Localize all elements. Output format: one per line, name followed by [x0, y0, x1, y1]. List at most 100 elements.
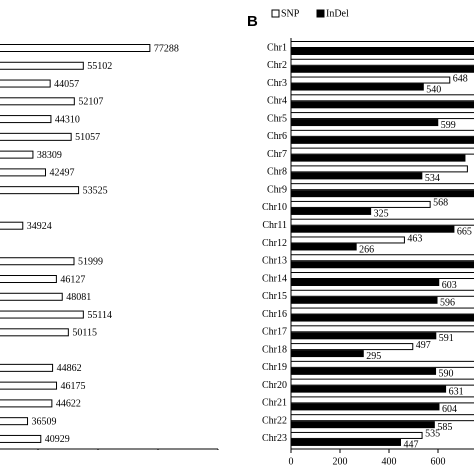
y-tick-label: Chr18	[262, 344, 287, 355]
value-label: 46127	[60, 274, 85, 285]
x-tick-label: 80000	[146, 456, 171, 467]
bar	[0, 168, 46, 177]
value-label: 447	[404, 440, 419, 451]
value-label: 325	[374, 209, 389, 220]
legend-label: SNP	[281, 8, 300, 19]
value-label: 44310	[55, 114, 80, 125]
bar	[291, 289, 474, 297]
y-tick-label: Chr11	[262, 220, 287, 231]
bar	[291, 421, 435, 429]
bar	[0, 97, 75, 106]
value-label: 631	[449, 386, 464, 397]
bar	[291, 172, 423, 180]
value-label: 534	[425, 173, 440, 184]
value-label: 55102	[87, 61, 112, 72]
value-label: 266	[359, 244, 374, 255]
value-label: 52107	[78, 97, 103, 108]
x-tick-label: 600	[431, 456, 446, 467]
y-tick-label: Chr22	[262, 415, 287, 426]
bar	[0, 221, 24, 230]
bar	[291, 225, 455, 233]
bar	[0, 44, 151, 52]
bar	[291, 431, 423, 439]
bar	[291, 112, 474, 120]
y-tick-label: Chr13	[262, 256, 287, 267]
y-tick-label: Chr4	[267, 96, 287, 107]
value-label: 599	[441, 120, 456, 131]
bar	[291, 165, 468, 173]
value-label: 44057	[54, 79, 79, 90]
bar	[0, 257, 75, 266]
bar	[0, 132, 72, 141]
bar	[291, 76, 451, 84]
bar	[291, 396, 474, 404]
value-label: 55114	[87, 310, 112, 321]
bar	[291, 48, 474, 55]
bar	[0, 417, 29, 426]
value-label: 50115	[72, 328, 97, 339]
panel-label: B	[247, 13, 258, 30]
bar	[291, 414, 474, 422]
bar	[291, 154, 466, 162]
bar	[0, 61, 84, 70]
y-tick-label: Chr12	[262, 238, 287, 249]
value-label: 665	[457, 226, 472, 237]
bar	[0, 381, 58, 390]
y-tick-label: Chr14	[262, 273, 287, 284]
y-tick-label: Chr16	[262, 309, 287, 320]
value-label: 51057	[75, 132, 100, 143]
bar	[291, 190, 474, 198]
bar	[291, 94, 474, 102]
bar	[291, 367, 437, 375]
y-tick-label: Chr2	[267, 60, 287, 71]
value-label: 295	[366, 351, 381, 362]
bar	[291, 343, 414, 351]
bar	[291, 325, 474, 333]
value-label: 603	[442, 280, 457, 291]
legend-swatch	[316, 9, 325, 18]
value-label: 497	[416, 340, 431, 351]
value-label: 585	[437, 422, 452, 433]
value-label: 53525	[83, 185, 108, 196]
x-tick-label: 100000	[203, 456, 233, 467]
bar	[291, 129, 474, 137]
y-tick-label: Chr9	[267, 184, 287, 195]
value-label: 40929	[45, 434, 70, 445]
bar	[291, 136, 474, 144]
x-tick-label: 60000	[86, 456, 111, 467]
y-tick-label: Chr23	[262, 433, 287, 444]
y-tick-label: Chr3	[267, 78, 287, 89]
left-panel: 40000 60000 80000 100000 77288 55102 44057 5210…	[0, 43, 233, 467]
x-tick-label: 40000	[26, 456, 51, 467]
y-tick-label: Chr21	[262, 398, 287, 409]
y-tick-label: Chr19	[262, 362, 287, 373]
bar	[0, 434, 42, 443]
x-tick-label: 400	[382, 456, 397, 467]
bar	[291, 183, 474, 191]
legend-label: InDel	[326, 8, 349, 19]
bar	[291, 200, 431, 208]
y-tick-label: Chr8	[267, 167, 287, 178]
bar	[291, 350, 364, 358]
bar	[0, 115, 52, 124]
y-tick-label: Chr20	[262, 380, 287, 391]
bar	[0, 186, 80, 195]
bar	[291, 147, 474, 155]
bar	[291, 279, 440, 287]
value-label: 591	[439, 333, 454, 344]
bar	[291, 332, 437, 340]
bar	[291, 207, 372, 215]
value-label: 540	[426, 84, 441, 95]
bar	[291, 83, 424, 91]
bar	[291, 261, 474, 269]
value-label: 48081	[66, 292, 91, 303]
y-tick-label: Chr6	[267, 131, 287, 142]
bar	[291, 296, 438, 304]
value-label: 648	[453, 73, 468, 84]
bar	[0, 292, 63, 301]
bar	[291, 385, 447, 393]
legend-swatch	[271, 9, 280, 18]
bar	[291, 218, 474, 226]
value-label: 535	[425, 429, 440, 440]
bar	[291, 378, 474, 386]
